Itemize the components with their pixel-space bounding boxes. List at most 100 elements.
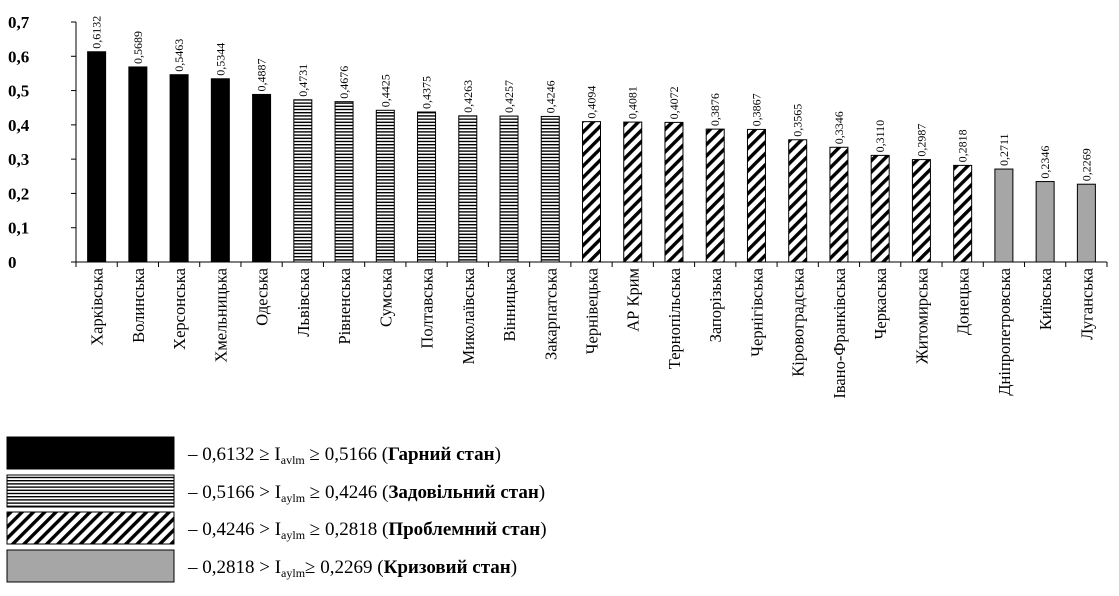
category-label: Харківська <box>88 267 107 345</box>
value-label: 0,6132 <box>90 16 104 49</box>
category-label: Кіровоградська <box>789 267 808 376</box>
value-label: 0,4263 <box>461 80 475 113</box>
bar <box>623 121 643 263</box>
category-label: Київська <box>1036 267 1055 330</box>
bar <box>417 111 437 263</box>
value-label: 0,4094 <box>585 86 599 119</box>
bar <box>499 115 519 263</box>
value-label: 0,4731 <box>296 64 310 97</box>
category-label: Херсонська <box>170 267 189 350</box>
legend-range: ≥ 0,5166 ( <box>305 444 388 465</box>
legend-status: Кризовий стан <box>384 557 511 578</box>
legend-swatch <box>6 549 175 583</box>
bar <box>375 109 395 263</box>
y-tick-label: 0,6 <box>8 47 29 66</box>
bar <box>293 99 313 263</box>
bar <box>210 78 230 263</box>
legend-subscript: aylm <box>281 566 306 580</box>
value-label: 0,2711 <box>997 133 1011 166</box>
value-label: 0,2269 <box>1079 148 1093 181</box>
legend-range: ≥ 0,2818 ( <box>305 519 388 540</box>
value-label: 0,4246 <box>543 80 557 113</box>
value-label: 0,5689 <box>131 31 145 64</box>
bar <box>458 115 478 263</box>
category-label: Черкаська <box>871 267 890 339</box>
bar <box>664 121 684 263</box>
legend-prefix: – 0,5166 > I <box>187 482 281 503</box>
category-label: Львівська <box>294 267 313 336</box>
bar <box>128 66 148 263</box>
value-label: 0,5463 <box>172 39 186 72</box>
legend-subscript: aylm <box>281 491 306 505</box>
category-label: Одеська <box>253 267 272 325</box>
value-label: 0,4887 <box>255 58 269 91</box>
category-label: Луганська <box>1077 267 1096 340</box>
category-label: Донецька <box>954 267 973 335</box>
value-label: 0,4676 <box>337 66 351 99</box>
category-labels: Харківська Волинська Херсонська Хмельницька… <box>88 267 1097 398</box>
legend: – 0,6132 ≥ Iavlm ≥ 0,5166 (Гарний стан)–… <box>6 436 547 583</box>
y-tick-label: 0,4 <box>8 116 30 135</box>
bar <box>87 51 107 263</box>
value-label: 0,4425 <box>378 74 392 107</box>
category-label: Дніпропетровська <box>995 267 1014 395</box>
legend-entry: – 0,4246 > Iaylm ≥ 0,2818 (Проблемний ст… <box>187 519 547 542</box>
value-label: 0,3565 <box>791 104 805 137</box>
legend-status: Задовільний стан <box>388 482 539 503</box>
legend-swatch <box>6 474 175 508</box>
legend-prefix: – 0,6132 ≥ I <box>187 444 281 465</box>
bar <box>169 74 189 263</box>
y-tick-label: 0,1 <box>8 219 29 238</box>
value-label: 0,4072 <box>667 86 681 119</box>
value-label: 0,3110 <box>873 120 887 153</box>
bars <box>87 51 1096 263</box>
bar <box>1076 183 1096 263</box>
category-label: Житомирська <box>912 267 931 364</box>
legend-subscript: aylm <box>281 528 306 542</box>
category-label: Запорізька <box>706 267 725 342</box>
category-label: Полтавська <box>418 267 437 348</box>
value-labels: 0,6132 0,5689 0,5463 0,5344 0,4887 0,4731 0,46… <box>90 16 1094 181</box>
category-label: АР Крим <box>624 267 643 331</box>
category-label: Чернівецька <box>583 267 602 354</box>
bar <box>829 146 849 263</box>
bar <box>252 93 272 263</box>
legend-range: ≥ 0,2269 ( <box>305 557 384 578</box>
category-label: Закарпатська <box>541 267 560 360</box>
bar <box>746 128 766 263</box>
legend-close: ) <box>540 519 546 540</box>
category-label: Чернігівська <box>747 267 766 356</box>
legend-swatch <box>6 436 175 470</box>
bar <box>705 128 725 263</box>
legend-prefix: – 0,4246 > I <box>187 519 281 540</box>
bar <box>582 121 601 263</box>
value-label: 0,4257 <box>502 80 516 113</box>
category-label: Миколаївська <box>459 267 478 364</box>
bar <box>540 115 560 263</box>
bar <box>870 154 890 263</box>
category-label: Сумська <box>376 267 395 327</box>
y-tick-label: 0,5 <box>8 82 29 101</box>
legend-entry: – 0,2818 > Iaylm≥ 0,2269 (Кризовий стан) <box>187 557 517 580</box>
legend-prefix: – 0,2818 > I <box>187 557 281 578</box>
legend-close: ) <box>511 557 517 578</box>
y-tick-label: 0,2 <box>8 184 29 203</box>
legend-status: Проблемний стан <box>388 519 540 540</box>
category-label: Івано-Франківська <box>830 267 849 398</box>
legend-swatch <box>6 511 175 545</box>
y-tick-label: 0,3 <box>8 150 29 169</box>
bar <box>911 159 931 263</box>
y-tick-label: 0,7 <box>8 13 30 32</box>
category-label: Волинська <box>129 267 148 343</box>
legend-entry: – 0,6132 ≥ Iavlm ≥ 0,5166 (Гарний стан) <box>187 444 501 467</box>
value-label: 0,4375 <box>420 76 434 109</box>
bar <box>788 139 808 263</box>
legend-status: Гарний стан <box>388 444 495 465</box>
value-label: 0,3867 <box>749 93 763 126</box>
y-axis: 0 0,1 0,2 0,3 0,4 0,5 0,6 0,7 <box>8 13 1108 272</box>
category-label: Рівненська <box>335 267 354 344</box>
legend-range: ≥ 0,4246 ( <box>305 482 388 503</box>
value-label: 0,4081 <box>626 86 640 119</box>
bar <box>1035 181 1055 263</box>
